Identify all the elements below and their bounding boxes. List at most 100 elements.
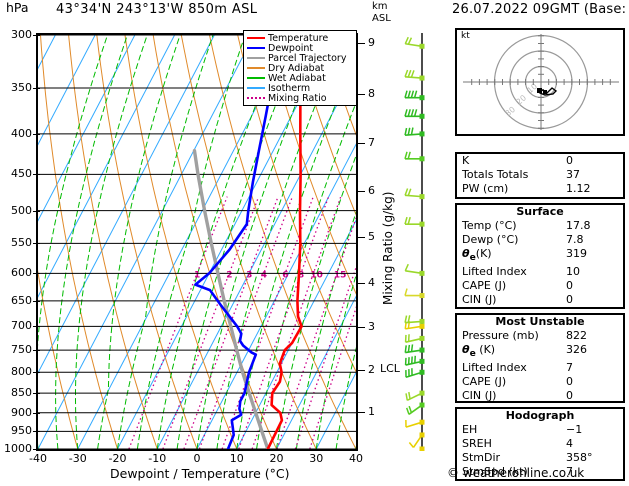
surface-key: θe(K) — [462, 247, 492, 264]
legend-label: Temperature — [268, 32, 329, 44]
most-unstable-row: CAPE (J) 0 — [457, 375, 623, 389]
index-value: 0 — [566, 154, 573, 167]
wind-barb — [404, 90, 425, 101]
legend-label: Parcel Trajectory — [268, 52, 347, 64]
pressure-tick-450: 450 — [11, 167, 32, 181]
height-tick-mark — [356, 370, 365, 372]
wind-barb — [404, 315, 425, 324]
index-value: 1.12 — [566, 182, 591, 195]
height-tick-mark — [356, 142, 365, 144]
pressure-tick-500: 500 — [11, 203, 32, 217]
temp-tick-30: 30 — [309, 452, 324, 465]
hodograph-stats-title: Hodograph — [505, 409, 575, 422]
most-unstable-panel: Most Unstable Pressure (mb) 822 θe (K) 326 L… — [455, 313, 625, 403]
hodograph-stat-row: StmDir 358° — [457, 451, 623, 465]
hodograph-stat-value: −1 — [566, 423, 583, 436]
hodograph-panel[interactable]: kt 10 20 30 — [455, 12, 625, 152]
hodograph-stat-key: EH — [462, 423, 478, 436]
height-tick-mark — [356, 326, 365, 328]
temp-tick--30: -30 — [68, 452, 87, 465]
temp-tick--10: -10 — [148, 452, 167, 465]
height-tick-mark — [356, 237, 365, 239]
most-unstable-panel-title: Most Unstable — [495, 315, 585, 328]
wind-barb — [408, 432, 425, 448]
most-unstable-key: θe (K) — [462, 343, 496, 360]
wind-barb — [404, 109, 425, 119]
temp-tick--40: -40 — [29, 452, 47, 465]
legend-swatch — [247, 57, 265, 59]
legend-swatch — [247, 97, 265, 99]
legend-swatch — [247, 87, 265, 89]
wind-barb — [404, 127, 425, 137]
pressure-tick-mark — [33, 449, 40, 450]
pressure-tick-mark — [33, 326, 40, 328]
legend-item-dewpoint: Dewpoint — [247, 43, 353, 53]
pressure-tick-650: 650 — [11, 293, 32, 307]
wind-barb — [419, 446, 425, 451]
wind-barb — [404, 288, 425, 299]
index-row: Totals Totals 37 — [457, 168, 623, 182]
pressure-tick-mark — [33, 372, 40, 374]
surface-value: 10 — [566, 265, 580, 279]
pressure-tick-850: 850 — [11, 386, 32, 400]
hodograph-stat-key: SREH — [462, 437, 492, 450]
pressure-tick-mark — [33, 412, 40, 414]
surface-key: Lifted Index — [462, 265, 527, 279]
height-tick-4: 4 — [368, 275, 375, 289]
height-tick-8: 8 — [368, 86, 375, 100]
hodograph-unit-label: kt — [461, 31, 470, 41]
pressure-tick-mark — [33, 35, 40, 36]
legend-item-mixing-ratio: Mixing Ratio — [247, 93, 353, 103]
svg-text:15: 15 — [334, 270, 347, 280]
surface-key: Temp (°C) — [462, 219, 517, 232]
svg-text:2: 2 — [226, 270, 232, 280]
legend-item-dry-adiabat: Dry Adiabat — [247, 63, 353, 73]
index-value: 37 — [566, 168, 580, 181]
legend-swatch — [247, 47, 265, 49]
pressure-tick-mark — [33, 174, 40, 176]
surface-value: 7.8 — [566, 233, 584, 246]
height-tick-mark — [356, 412, 365, 414]
most-unstable-row: Lifted Index 7 — [457, 361, 623, 375]
hodograph-stats-panel: Hodograph EH −1 SREH 4 StmDir 358° StmSpd (kt)… — [455, 407, 625, 481]
surface-row: Lifted Index 10 — [457, 265, 623, 279]
svg-text:1: 1 — [194, 270, 200, 280]
surface-key: CIN (J) — [462, 293, 497, 307]
most-unstable-key: CAPE (J) — [462, 375, 507, 389]
svg-text:10: 10 — [310, 270, 323, 280]
pressure-tick-mark — [33, 300, 40, 302]
datetime-label: 26.07.2022 09GMT (Base: 12) — [452, 2, 629, 17]
legend-swatch — [247, 67, 265, 69]
pressure-tick-550: 550 — [11, 236, 32, 250]
wind-barb — [404, 344, 425, 354]
pressure-tick-mark — [33, 431, 40, 433]
surface-value: 0 — [566, 279, 573, 293]
hodograph-stat-row: SREH 4 — [457, 437, 623, 451]
legend-item-temperature: Temperature — [247, 33, 353, 43]
most-unstable-row: θe (K) 326 — [457, 343, 623, 361]
temp-tick-0: 0 — [193, 452, 201, 465]
most-unstable-value: 0 — [566, 375, 573, 389]
most-unstable-key: Lifted Index — [462, 361, 527, 375]
wind-barb — [404, 151, 425, 162]
svg-text:4: 4 — [261, 270, 267, 280]
wind-barb — [404, 263, 425, 276]
height-tick-3: 3 — [368, 319, 375, 333]
legend-item-parcel-trajectory: Parcel Trajectory — [247, 53, 353, 63]
copyright-label: © weatheronline.co.uk — [447, 466, 585, 480]
most-unstable-value: 326 — [566, 343, 587, 356]
pressure-tick-1000: 1000 — [4, 442, 32, 455]
pressure-tick-350: 350 — [11, 81, 32, 94]
legend-label: Isotherm — [268, 82, 311, 94]
height-axis-unit-asl: ASL — [372, 13, 391, 24]
svg-text:3: 3 — [246, 270, 252, 280]
height-tick-7: 7 — [368, 135, 375, 149]
surface-parcel-panel: Surface Temp (°C) 17.8 Dewp (°C) 7.8 θe(K) 31… — [455, 203, 625, 309]
lcl-marker-label: LCL — [380, 362, 400, 376]
index-key: Totals Totals — [462, 168, 529, 181]
wind-barb — [405, 402, 425, 415]
pressure-tick-mark — [33, 133, 40, 135]
most-unstable-key: Pressure (mb) — [462, 329, 539, 342]
